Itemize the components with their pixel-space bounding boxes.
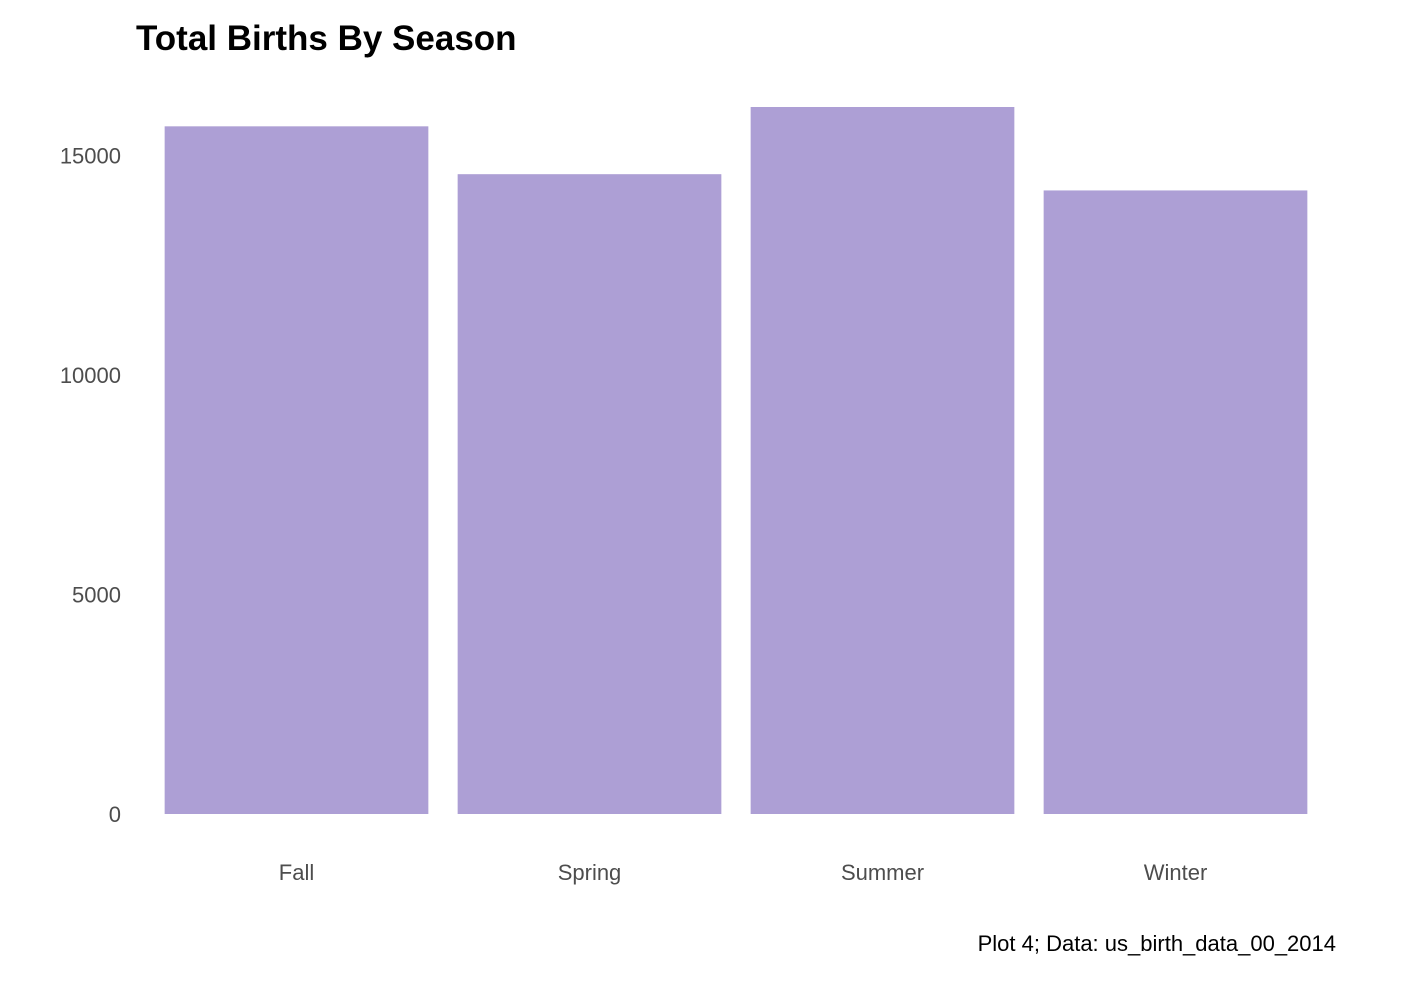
x-axis: Fall Spring Summer Winter [279,860,1208,885]
y-tick-label: 15000 [60,143,121,168]
x-tick-label: Summer [841,860,924,885]
chart-caption: Plot 4; Data: us_birth_data_00_2014 [978,931,1336,956]
y-axis: 0 5000 10000 15000 [60,143,121,827]
bar-winter [1043,190,1308,814]
y-tick-label: 10000 [60,363,121,388]
bars [164,107,1308,815]
x-tick-label: Fall [279,860,314,885]
x-tick-label: Spring [558,860,622,885]
bar-summer [750,107,1015,814]
bar-spring [457,174,722,814]
x-tick-label: Winter [1144,860,1208,885]
chart-title: Total Births By Season [136,19,517,58]
y-tick-label: 5000 [72,582,121,607]
bar-fall [164,126,429,815]
y-tick-label: 0 [109,802,121,827]
